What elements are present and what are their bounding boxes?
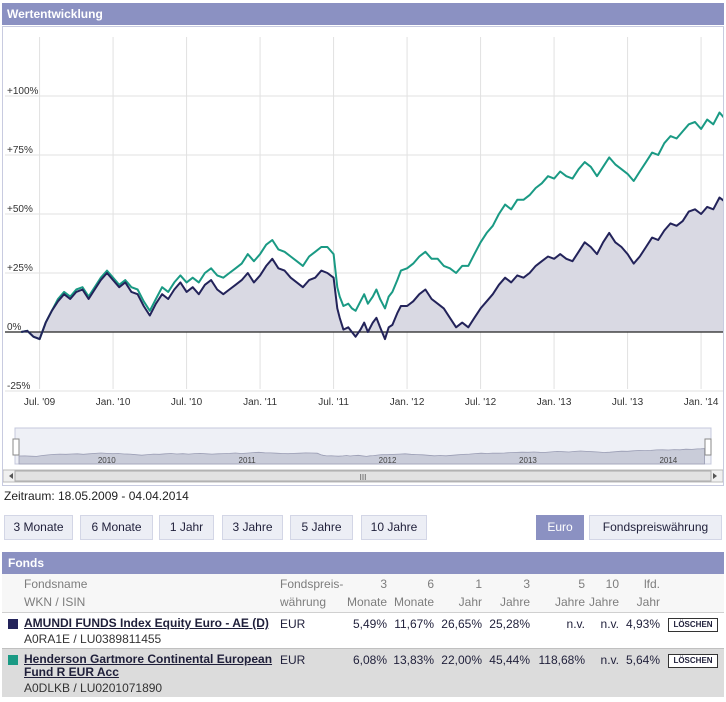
y-tick-label: 0% xyxy=(7,322,22,333)
navigator-year-label: 2011 xyxy=(239,456,257,465)
th-3m-a: 3 xyxy=(380,577,387,591)
val-3m: 6,08% xyxy=(352,653,387,667)
fonds-header: Fonds xyxy=(2,552,724,574)
btn-10-jahre[interactable]: 10 Jahre xyxy=(361,515,427,540)
x-tick-label: Jan. '10 xyxy=(96,397,131,408)
x-tick-label: Jul. '12 xyxy=(465,397,497,408)
th-5y-a: 5 xyxy=(578,577,585,591)
btn-euro[interactable]: Euro xyxy=(536,515,584,540)
val-6m: 13,83% xyxy=(393,653,434,667)
range-navigator[interactable]: 2010 2011 2012 2013 2014 III xyxy=(3,426,723,484)
val-3y: 45,44% xyxy=(489,653,530,667)
y-tick-label: +25% xyxy=(7,263,33,274)
x-tick-label: Jan. '11 xyxy=(243,397,277,408)
x-tick-label: Jul. '09 xyxy=(24,397,56,408)
performance-header: Wertentwicklung xyxy=(2,3,724,25)
scroll-left-arrow-icon[interactable] xyxy=(9,473,13,479)
btn-6-monate[interactable]: 6 Monate xyxy=(80,515,153,540)
fund-name-link[interactable]: Henderson Gartmore Continental European … xyxy=(24,652,273,679)
x-tick-label: Jul. '10 xyxy=(171,397,203,408)
fonds-title: Fonds xyxy=(8,556,44,570)
x-tick-label: Jan. '12 xyxy=(390,397,425,408)
navigator-year-label: 2010 xyxy=(98,456,116,465)
performance-chart: Jul. '09 Jan. '10 Jul. '10 Jan. '11 Jul. '11… xyxy=(5,37,723,408)
navigator-year-label: 2013 xyxy=(519,456,537,465)
x-tick-label: Jul. '11 xyxy=(318,397,349,408)
scroll-right-arrow-icon[interactable] xyxy=(713,473,717,479)
fund-ids: A0DLKB / LU0201071890 xyxy=(24,681,163,695)
y-tick-label: +100% xyxy=(7,86,39,97)
navigator-handle-left[interactable] xyxy=(12,438,20,456)
th-waehrung: währung xyxy=(280,595,327,609)
val-5y: n.v. xyxy=(566,617,585,631)
btn-3-monate[interactable]: 3 Monate xyxy=(4,515,73,540)
navigator-handle-right[interactable] xyxy=(704,438,712,456)
val-lfd: 4,93% xyxy=(625,617,660,631)
series-line-amundi xyxy=(21,196,723,341)
navigator-series xyxy=(18,448,706,465)
val-1y: 26,65% xyxy=(441,617,482,631)
scrollbar-grip[interactable]: III xyxy=(360,473,367,482)
fund-color-swatch xyxy=(8,655,18,665)
scrollbar-thumb[interactable] xyxy=(14,470,712,482)
y-tick-label: +75% xyxy=(7,145,33,156)
th-3m-b: Monate xyxy=(346,595,387,609)
th-lfd-b: Jahr xyxy=(636,595,660,609)
th-lfd-a: lfd. xyxy=(643,577,660,591)
y-tick-label: -25% xyxy=(7,381,30,392)
th-10y-a: 10 xyxy=(605,577,619,591)
th-5y-b: Jahre xyxy=(554,595,585,609)
val-6m: 11,67% xyxy=(394,617,434,631)
series-line-henderson xyxy=(21,111,723,341)
fund-currency: EUR xyxy=(280,617,306,631)
table-header: Fondsname WKN / ISIN Fondspreis- währung… xyxy=(2,574,724,612)
chart-frame xyxy=(2,26,724,486)
th-1y-b: Jahr xyxy=(458,595,482,609)
val-10y: n.v. xyxy=(600,653,619,667)
navigator-year-label: 2012 xyxy=(379,456,397,465)
table-row: Henderson Gartmore Continental European … xyxy=(2,648,724,697)
th-6m-b: Monate xyxy=(393,595,434,609)
delete-button[interactable]: LÖSCHEN xyxy=(668,618,718,632)
btn-1-jahr[interactable]: 1 Jahr xyxy=(159,515,214,540)
fund-name-link[interactable]: AMUNDI FUNDS Index Equity Euro - AE (D) xyxy=(24,616,269,630)
navigator-year-label: 2014 xyxy=(659,456,677,465)
x-tick-label: Jul. '13 xyxy=(612,397,644,408)
th-1y-a: 1 xyxy=(475,577,482,591)
delete-button[interactable]: LÖSCHEN xyxy=(668,654,718,668)
performance-title: Wertentwicklung xyxy=(7,7,103,21)
th-3y-b: Jahre xyxy=(499,595,530,609)
series-area xyxy=(21,197,723,340)
y-tick-label: +50% xyxy=(7,204,33,215)
fund-ids: A0RA1E / LU0389811455 xyxy=(24,632,162,646)
fund-color-swatch xyxy=(8,619,18,629)
val-3m: 5,49% xyxy=(352,617,387,631)
val-1y: 22,00% xyxy=(441,653,482,667)
zeitraum-label: Zeitraum: 18.05.2009 - 04.04.2014 xyxy=(4,489,189,503)
th-6m-a: 6 xyxy=(427,577,434,591)
th-fondspreis: Fondspreis- xyxy=(280,577,344,591)
val-lfd: 5,64% xyxy=(625,653,660,667)
th-wkn-isin: WKN / ISIN xyxy=(24,595,86,609)
val-3y: 25,28% xyxy=(489,617,530,631)
btn-fondspreiswaehrung[interactable]: Fondspreiswährung xyxy=(589,515,722,540)
btn-5-jahre[interactable]: 5 Jahre xyxy=(290,515,353,540)
val-10y: n.v. xyxy=(600,617,619,631)
btn-3-jahre[interactable]: 3 Jahre xyxy=(222,515,283,540)
x-tick-label: Jan. '14 xyxy=(684,397,719,408)
fund-currency: EUR xyxy=(280,653,306,667)
th-fondsname: Fondsname xyxy=(24,577,88,591)
val-5y: 118,68% xyxy=(538,653,585,667)
x-tick-label: Jan. '13 xyxy=(537,397,572,408)
th-3y-a: 3 xyxy=(523,577,530,591)
table-row: AMUNDI FUNDS Index Equity Euro - AE (D) … xyxy=(2,612,724,649)
th-10y-b: Jahre xyxy=(588,595,619,609)
